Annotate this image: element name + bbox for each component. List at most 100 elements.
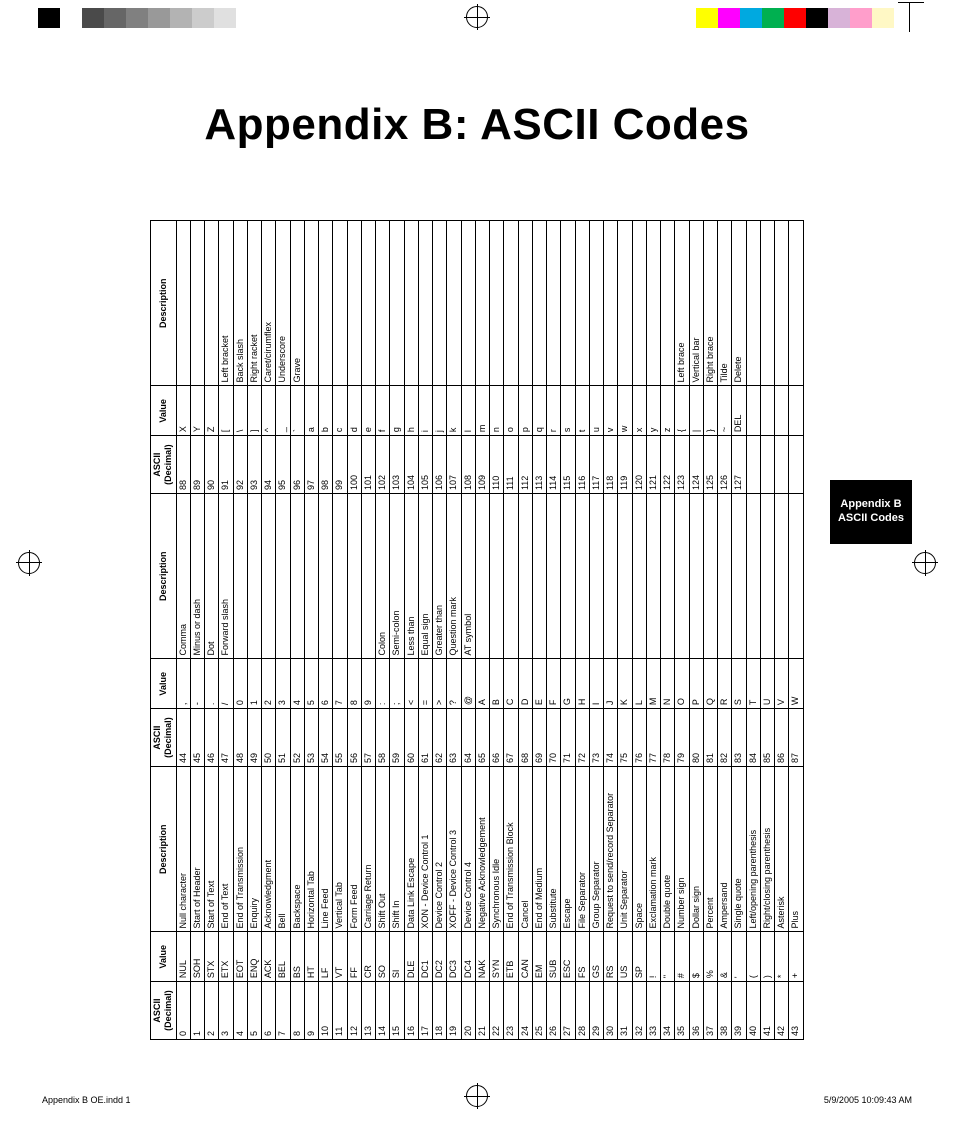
table-cell: Z xyxy=(205,386,219,436)
table-cell: NAK xyxy=(475,932,489,982)
table-cell: / xyxy=(219,659,233,709)
color-swatch xyxy=(38,8,60,28)
table-cell: 26 xyxy=(547,982,561,1040)
table-cell: q xyxy=(532,386,546,436)
table-row: 12FFForm Feed568100d xyxy=(347,221,361,1040)
table-cell: DLE xyxy=(404,932,418,982)
table-cell: Dot xyxy=(205,494,219,659)
table-cell: Greater than xyxy=(433,494,447,659)
table-row: 32SPSpace76L120x xyxy=(632,221,646,1040)
th-ascii-2: ASCII(Decimal) xyxy=(151,709,177,767)
table-cell: 35 xyxy=(675,982,689,1040)
table-cell: 6 xyxy=(319,659,333,709)
table-row: 0NULNull character44,Comma88X xyxy=(176,221,190,1040)
table-cell: 80 xyxy=(689,709,703,767)
table-row: 40(Left/opening parenthesis84T xyxy=(746,221,760,1040)
table-cell xyxy=(746,436,760,494)
table-cell: XON - Device Control 1 xyxy=(418,767,432,932)
table-row: 23ETBEnd of Transmission Block67C111o xyxy=(504,221,518,1040)
table-cell: 8 xyxy=(290,982,304,1040)
table-cell: Colon xyxy=(376,494,390,659)
table-cell: 25 xyxy=(532,982,546,1040)
table-cell: 22 xyxy=(490,982,504,1040)
table-cell xyxy=(461,221,475,387)
table-cell: " xyxy=(661,932,675,982)
table-cell xyxy=(475,221,489,387)
table-cell xyxy=(518,494,532,659)
table-cell: * xyxy=(775,932,789,982)
table-cell: 90 xyxy=(205,436,219,494)
table-cell: ' xyxy=(732,932,746,982)
table-cell: 50 xyxy=(262,709,276,767)
table-cell: 99 xyxy=(333,436,347,494)
table-cell: 59 xyxy=(390,709,404,767)
table-cell: 116 xyxy=(575,436,589,494)
table-cell: # xyxy=(675,932,689,982)
table-cell: 123 xyxy=(675,436,689,494)
table-cell: 48 xyxy=(233,709,247,767)
table-cell: DEL xyxy=(732,386,746,436)
table-cell: X xyxy=(176,386,190,436)
table-cell: Escape xyxy=(561,767,575,932)
table-cell: ; xyxy=(390,659,404,709)
table-cell: 126 xyxy=(718,436,732,494)
table-cell xyxy=(760,221,774,387)
table-cell: Caret/cirumflex xyxy=(262,221,276,387)
table-cell: Left brace xyxy=(675,221,689,387)
table-cell: 64 xyxy=(461,709,475,767)
table-row: 41)Right/closing parenthesis85U xyxy=(760,221,774,1040)
registration-mark-icon xyxy=(466,6,488,28)
table-cell: Back slash xyxy=(233,221,247,387)
table-cell: ACK xyxy=(262,932,276,982)
table-cell: ] xyxy=(247,386,261,436)
table-cell: 42 xyxy=(775,982,789,1040)
table-cell: 111 xyxy=(504,436,518,494)
table-cell: H xyxy=(575,659,589,709)
table-cell: R xyxy=(718,659,732,709)
table-row: 13CRCarriage Return579101e xyxy=(361,221,375,1040)
table-cell xyxy=(276,494,290,659)
table-cell: % xyxy=(703,932,717,982)
table-cell: l xyxy=(461,386,475,436)
table-cell: F xyxy=(547,659,561,709)
color-swatch xyxy=(718,8,740,28)
table-cell: 11 xyxy=(333,982,347,1040)
side-tab-line1: Appendix B xyxy=(838,498,904,512)
table-cell: ^ xyxy=(262,386,276,436)
table-row: 1SOHStart of Header45-Minus or dash89Y xyxy=(190,221,204,1040)
table-cell: Question mark xyxy=(447,494,461,659)
table-cell: m xyxy=(475,386,489,436)
table-cell: Right/closing parenthesis xyxy=(760,767,774,932)
table-cell: 119 xyxy=(618,436,632,494)
table-cell xyxy=(589,494,603,659)
color-swatch xyxy=(762,8,784,28)
table-cell: 1 xyxy=(247,659,261,709)
table-cell: 114 xyxy=(547,436,561,494)
table-cell xyxy=(390,221,404,387)
table-cell: 104 xyxy=(404,436,418,494)
color-swatch xyxy=(696,8,718,28)
table-cell: { xyxy=(675,386,689,436)
table-cell xyxy=(347,221,361,387)
table-cell xyxy=(561,221,575,387)
table-cell: Backspace xyxy=(290,767,304,932)
table-cell: Single quote xyxy=(732,767,746,932)
table-cell: 6 xyxy=(262,982,276,1040)
table-cell: 92 xyxy=(233,436,247,494)
table-cell: 127 xyxy=(732,436,746,494)
table-cell: I xyxy=(589,659,603,709)
table-cell: 56 xyxy=(347,709,361,767)
color-swatch xyxy=(82,8,104,28)
table-cell: ENQ xyxy=(247,932,261,982)
table-cell: 40 xyxy=(746,982,760,1040)
table-cell: _ xyxy=(276,386,290,436)
table-cell: W xyxy=(789,659,803,709)
table-cell: End of Text xyxy=(219,767,233,932)
table-cell: Device Control 2 xyxy=(433,767,447,932)
table-cell: Asterisk xyxy=(775,767,789,932)
table-row: 21NAKNegative Acknowledgement65A109m xyxy=(475,221,489,1040)
table-cell: Equal sign xyxy=(418,494,432,659)
ascii-table-wrap: ASCII(Decimal) Value Description ASCII(D… xyxy=(150,220,804,1040)
table-cell xyxy=(775,436,789,494)
table-cell: 32 xyxy=(632,982,646,1040)
